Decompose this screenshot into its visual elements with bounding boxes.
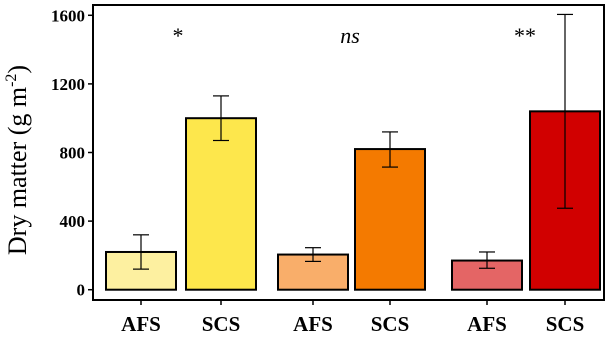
error-bar-5 [479,251,495,269]
error-bars-layer [133,13,573,270]
error-bar-4 [382,131,398,168]
x-tick-label-6: SCS [546,312,585,336]
bars-layer [105,110,601,291]
plot-frame [92,4,605,301]
y-tick-label-0: 0 [77,281,86,300]
y-tick-label-800: 800 [60,144,86,163]
y-axis-label-close: ) [3,65,32,74]
x-tick-label-1: AFS [121,312,161,336]
y-axis-label: Dry matter (g m-2) [3,65,32,255]
bar-4-scs [354,148,426,291]
y-tick-label-1600: 1600 [51,6,85,25]
x-tick-label-3: AFS [293,312,333,336]
error-bar-1 [133,234,149,270]
significance-label-1: * [173,23,184,48]
x-tick-label-4: SCS [371,312,410,336]
y-tick-label-400: 400 [60,212,86,231]
y-tick-label-1200: 1200 [51,75,85,94]
y-axis-label-main: Dry matter (g m [3,87,32,255]
significance-labels: * ns ** [173,23,537,48]
error-bar-2 [213,95,229,142]
error-bar-6 [557,13,573,209]
y-axis-label-superscript: -2 [3,74,20,87]
x-axis: AFS SCS AFS SCS AFS SCS [121,300,584,336]
error-bar-3 [305,247,321,263]
y-axis: 0 400 800 1200 1600 [51,6,93,300]
significance-label-2: ns [340,23,360,48]
bar-2-scs [185,117,257,291]
x-tick-label-5: AFS [467,312,507,336]
x-tick-label-2: SCS [202,312,241,336]
significance-label-3: ** [514,23,536,48]
